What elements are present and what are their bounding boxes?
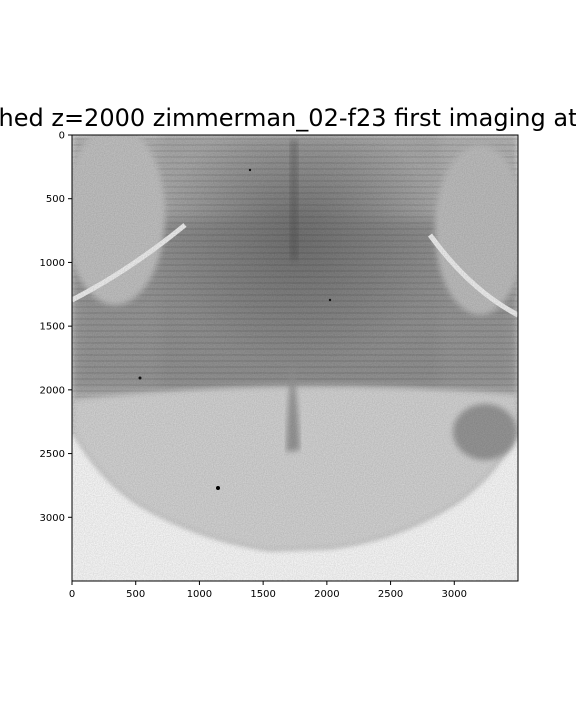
x-tick-label: 2500	[378, 589, 403, 600]
chart-title: hed z=2000 zimmerman_02-f23 first imagin…	[0, 104, 576, 132]
y-tick-label: 1500	[40, 322, 65, 333]
axes-frame	[71, 134, 519, 582]
x-tick-label: 1500	[250, 589, 275, 600]
y-axis: 0 500 1000 1500 2000 2500 3000	[40, 131, 72, 524]
y-tick-label: 2500	[40, 449, 65, 460]
y-tick-label: 500	[46, 194, 65, 205]
y-tick-label: 1000	[40, 258, 65, 269]
x-axis: 0 500 1000 1500 2000 2500 3000	[69, 581, 467, 600]
brain-image	[72, 135, 518, 581]
x-tick-label: 3000	[442, 589, 467, 600]
y-tick-label: 2000	[40, 385, 65, 396]
x-tick-label: 2000	[314, 589, 339, 600]
y-tick-label: 3000	[40, 513, 65, 524]
x-tick-label: 1000	[187, 589, 212, 600]
x-tick-label: 0	[69, 589, 75, 600]
y-tick-label: 0	[59, 131, 65, 142]
x-tick-label: 500	[126, 589, 145, 600]
